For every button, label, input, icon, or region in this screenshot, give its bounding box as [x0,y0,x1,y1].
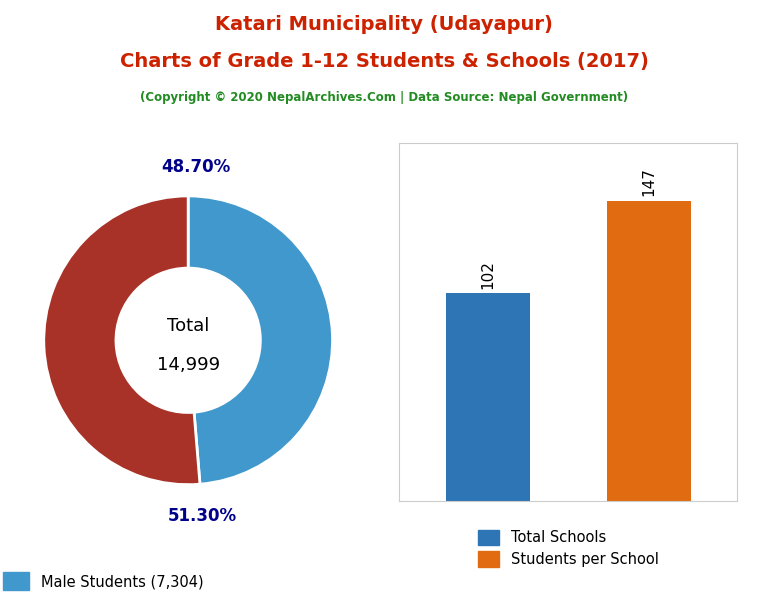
Bar [607,201,690,501]
Text: Total: Total [167,317,210,335]
Bar [446,293,530,501]
Wedge shape [188,196,333,484]
Text: 102: 102 [480,260,495,288]
Text: 51.30%: 51.30% [168,507,237,525]
Wedge shape [44,196,200,485]
Text: 147: 147 [641,168,657,196]
Text: 48.70%: 48.70% [161,158,230,176]
Legend: Male Students (7,304), Female Students (7,695): Male Students (7,304), Female Students (… [0,567,227,597]
Text: Katari Municipality (Udayapur): Katari Municipality (Udayapur) [215,15,553,34]
Legend: Total Schools, Students per School: Total Schools, Students per School [472,524,665,573]
Text: Charts of Grade 1-12 Students & Schools (2017): Charts of Grade 1-12 Students & Schools … [120,52,648,71]
Text: (Copyright © 2020 NepalArchives.Com | Data Source: Nepal Government): (Copyright © 2020 NepalArchives.Com | Da… [140,91,628,104]
Text: 14,999: 14,999 [157,356,220,374]
